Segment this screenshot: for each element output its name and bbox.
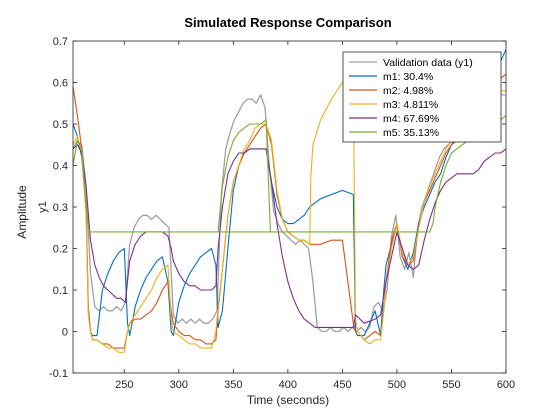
legend-entry-1: m1: 30.4% <box>383 71 433 83</box>
x-tick-label: 300 <box>170 379 188 391</box>
legend-entry-4: m4: 67.69% <box>383 113 439 125</box>
y-tick-label: 0.6 <box>53 78 68 90</box>
y-tick-label: 0 <box>62 327 68 339</box>
chart-title: Simulated Response Comparison <box>184 15 391 30</box>
series-line-4 <box>73 144 506 328</box>
x-tick-label: 550 <box>442 379 460 391</box>
y-tick-label: 0.4 <box>53 161 68 173</box>
y-tick-label: 0.7 <box>53 36 68 48</box>
x-tick-label: 400 <box>279 379 297 391</box>
y-axis-label: Amplitude <box>15 185 29 239</box>
x-tick-label: 500 <box>388 379 406 391</box>
x-axis-label: Time (seconds) <box>247 393 329 407</box>
output-channel-label: y1 <box>37 201 49 213</box>
legend-entry-3: m3: 4.811% <box>383 99 438 111</box>
legend-entry-0: Validation data (y1) <box>383 57 473 69</box>
series-line-3 <box>73 77 506 353</box>
legend-entry-2: m2: 4.98% <box>383 85 433 97</box>
legend: Validation data (y1) m1: 30.4% m2: 4.98% m3… <box>342 51 502 143</box>
y-tick-label: 0.5 <box>53 119 68 131</box>
legend-box <box>342 51 502 143</box>
x-tick-label: 350 <box>224 379 242 391</box>
y-tick-label: 0.2 <box>53 244 68 256</box>
y-tick-label: 0.3 <box>53 202 68 214</box>
y-tick-label: 0.1 <box>53 285 68 297</box>
series-lines <box>73 49 506 353</box>
legend-entry-5: m5: 35.13% <box>383 127 439 139</box>
series-line-5-segment <box>217 118 271 232</box>
y-tick-label: -0.1 <box>49 368 68 380</box>
x-tick-label: 450 <box>333 379 351 391</box>
x-tick-label: 600 <box>497 379 515 391</box>
series-line-0 <box>73 94 505 333</box>
x-tick-label: 250 <box>115 379 133 391</box>
